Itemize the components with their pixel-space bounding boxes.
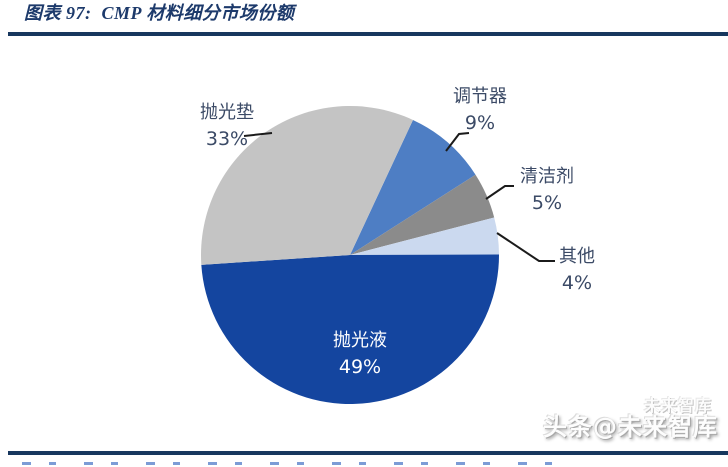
label-pad-name: 抛光垫 (200, 102, 254, 123)
label-conditioner-pct: 9% (464, 112, 496, 134)
title-divider-line (8, 32, 728, 36)
label-cleaner-name: 清洁剂 (520, 166, 574, 187)
label-other: 其他 4% (535, 244, 619, 296)
pie-slice-抛光垫 (201, 106, 413, 265)
label-slurry-name: 抛光液 (333, 330, 387, 351)
watermark-main: 头条@未来智库 (543, 413, 718, 441)
leader-line-conditioner (445, 132, 470, 152)
label-cleaner: 清洁剂 5% (505, 164, 589, 216)
label-pad: 抛光垫 33% (185, 100, 269, 152)
label-pad-pct: 33% (205, 128, 249, 150)
label-conditioner-name: 调节器 (453, 86, 507, 107)
label-slurry-pct: 49% (338, 356, 382, 378)
pie-slices-group (201, 106, 500, 404)
label-slurry: 抛光液 49% (310, 328, 410, 380)
clipped-text-fragments (22, 462, 567, 465)
leader-line-pad (243, 132, 273, 137)
leader-line-cleaner (485, 185, 514, 200)
pie-slice-抛光液 (201, 254, 500, 404)
label-other-name: 其他 (559, 246, 595, 267)
watermark-ghost: 未来智库 (643, 396, 712, 415)
label-other-pct: 4% (561, 272, 593, 294)
label-conditioner: 调节器 9% (438, 84, 522, 136)
figure-title: 图表 97: CMP 材料细分市场份额 (24, 3, 295, 23)
leader-line-other (496, 232, 555, 262)
pie-slice-调节器 (350, 119, 476, 256)
label-cleaner-pct: 5% (531, 192, 563, 214)
bottom-divider-line (8, 451, 728, 455)
pie-slice-清洁剂 (350, 174, 495, 255)
pie-slice-其他 (350, 217, 499, 255)
